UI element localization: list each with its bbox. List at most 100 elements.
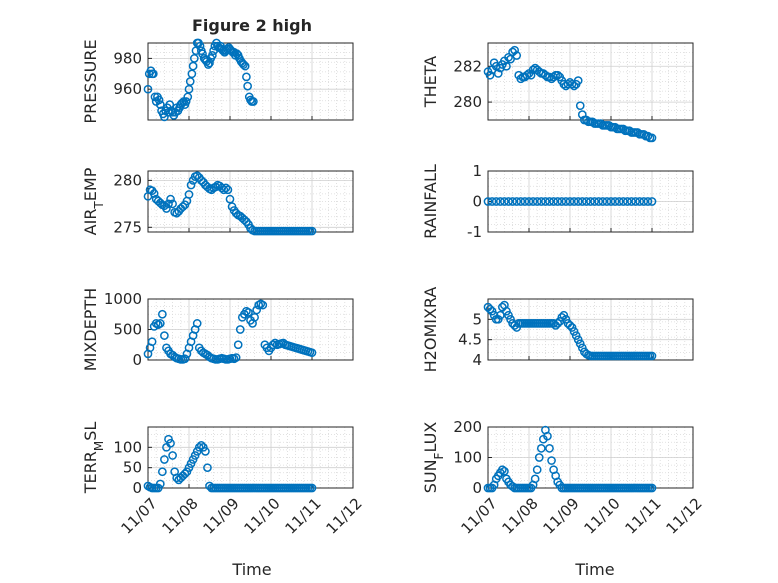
data-point	[160, 455, 169, 464]
data-point	[158, 467, 167, 477]
data-point	[194, 442, 204, 452]
data-point	[522, 70, 532, 80]
data-point	[184, 463, 194, 473]
y-tick-label: 960	[113, 80, 142, 98]
data-point	[561, 314, 571, 324]
data-point	[166, 438, 175, 448]
data-point	[180, 469, 190, 479]
data-point	[590, 197, 599, 206]
data-point	[553, 70, 563, 80]
data-point	[508, 197, 517, 206]
data-point	[143, 84, 153, 94]
data-point	[565, 321, 575, 330]
data-point	[495, 310, 505, 320]
y-axis-label: SUNFLUX	[421, 422, 446, 494]
data-point	[524, 197, 534, 206]
data-point	[567, 79, 577, 89]
data-point	[178, 202, 188, 212]
data-point	[164, 199, 173, 209]
x-tick-label: 11/07	[117, 494, 160, 537]
data-point	[618, 197, 628, 206]
data-point	[203, 463, 212, 473]
data-point	[510, 45, 520, 55]
y-tick-label: 4.5	[458, 331, 482, 349]
data-point	[493, 314, 503, 324]
data-point	[190, 451, 200, 460]
y-tick-label: 980	[113, 49, 142, 67]
subplot-2: 280 282 THETA	[421, 42, 694, 143]
data-point	[541, 70, 550, 80]
data-point	[164, 434, 173, 444]
data-point	[557, 312, 567, 322]
data-point	[155, 479, 165, 489]
data-point	[549, 72, 558, 82]
data-point	[594, 197, 604, 206]
data-point	[516, 197, 526, 206]
data-point	[573, 335, 583, 345]
data-point	[614, 197, 624, 206]
data-point	[225, 194, 235, 204]
data-point	[307, 483, 317, 493]
y-tick-label: 100	[113, 438, 142, 456]
data-point	[545, 444, 554, 453]
data-point	[232, 49, 242, 59]
y-tick-label: 0	[472, 479, 482, 497]
y-axis-label: TERRMSL	[81, 422, 106, 495]
data-point	[627, 197, 636, 206]
data-point	[189, 54, 199, 63]
data-point	[185, 77, 195, 86]
data-point	[647, 351, 657, 361]
data-point	[602, 197, 612, 206]
data-point	[504, 52, 513, 62]
data-point	[270, 338, 280, 348]
data-point	[577, 343, 587, 353]
data-point	[182, 467, 192, 477]
y-axis-label: THETA	[421, 56, 440, 108]
data-point	[606, 197, 616, 206]
data-point	[569, 327, 579, 336]
data-point	[162, 204, 171, 213]
data-point	[520, 197, 530, 206]
data-point	[186, 459, 196, 468]
data-point	[223, 185, 233, 195]
data-point	[586, 197, 595, 206]
data-point	[149, 189, 159, 198]
data-point	[186, 180, 196, 190]
y-tick-label: 282	[453, 57, 482, 75]
data-point	[512, 197, 522, 206]
data-point	[532, 465, 542, 475]
y-tick-label: 50	[123, 459, 142, 477]
x-tick-label: 11/10	[580, 494, 623, 537]
data-point	[192, 447, 202, 456]
data-point	[153, 483, 163, 493]
x-axis-label-left: Time	[231, 560, 271, 579]
data-point	[559, 310, 569, 320]
data-point	[502, 306, 511, 316]
data-point	[575, 101, 585, 111]
data-point	[553, 319, 563, 328]
data-point	[598, 197, 608, 206]
data-point	[155, 100, 165, 109]
data-point	[307, 348, 317, 358]
data-point	[567, 323, 577, 332]
data-point	[485, 70, 495, 80]
y-tick-label: 200	[453, 418, 482, 436]
subplot-1: 960 980 PRESSURE	[81, 38, 354, 124]
data-point	[571, 331, 581, 340]
y-tick-label: 0	[132, 479, 142, 497]
subplot-grid: 960 980 PRESSURE 280 282 THETA 275 280 AIRTEMP -1…	[81, 38, 706, 538]
y-tick-label: 275	[113, 218, 142, 236]
y-tick-label: 280	[453, 93, 482, 111]
data-point	[219, 185, 229, 195]
x-tick-label: 11/09	[539, 494, 582, 537]
data-point	[199, 442, 208, 452]
data-point	[647, 197, 657, 206]
y-tick-label: 4	[472, 351, 482, 369]
y-axis-label: RAINFALL	[421, 164, 440, 239]
x-tick-label: 11/08	[498, 494, 541, 537]
data-point	[168, 199, 177, 209]
data-point	[631, 197, 640, 206]
data-point	[577, 110, 587, 119]
y-axis-label: H2OMIXRA	[421, 287, 440, 373]
